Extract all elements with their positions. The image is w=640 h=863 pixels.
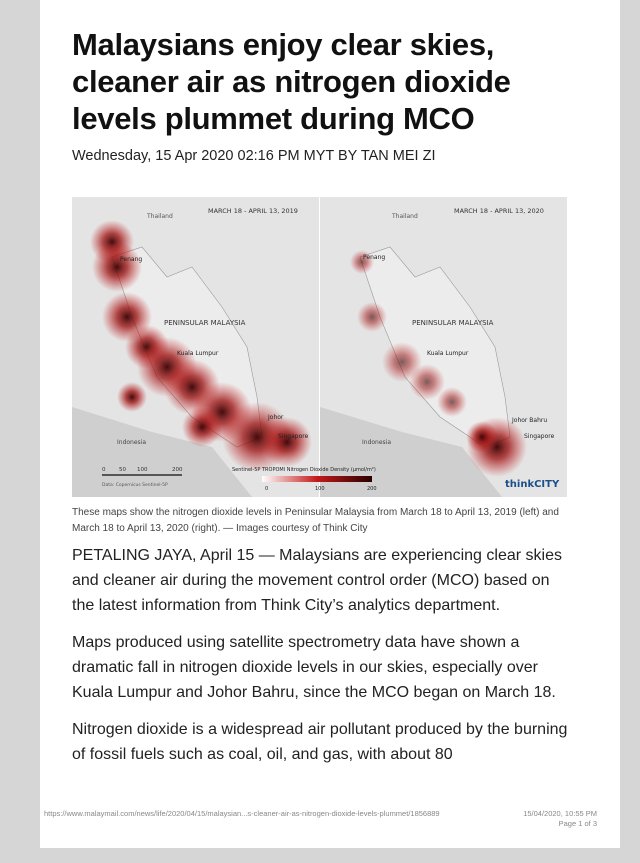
scale-label: 200 — [172, 467, 183, 473]
footer-date: 15/04/2020, 10:55 PM — [523, 809, 597, 818]
paragraph: PETALING JAYA, April 15 — Malaysians are… — [72, 547, 562, 614]
map-image: Thailand MARCH 18 - APRIL 13, 2019 Penan… — [72, 197, 567, 497]
scale-label: 0 — [102, 467, 106, 473]
map-label: Kuala Lumpur — [177, 350, 219, 357]
legend-tick: 200 — [367, 486, 377, 492]
footer-url: https://www.malaymail.com/news/life/2020… — [44, 809, 440, 818]
map-label: Johor Bahru — [511, 417, 547, 424]
footer-page: Page 1 of 3 — [558, 819, 597, 828]
map-label: Penang — [363, 254, 385, 261]
brand: thinkCITY — [505, 479, 560, 490]
source: Data: Copernicus Sentinel-5P — [102, 482, 168, 488]
legend-tick: 100 — [315, 486, 325, 492]
map-label: Johor — [267, 414, 284, 421]
right-panel: Thailand MARCH 18 - APRIL 13, 2020 Penan… — [320, 197, 567, 497]
article-title: Malaysians enjoy clear skies, cleaner ai… — [72, 27, 511, 136]
map-label: Thailand — [146, 213, 173, 220]
map-label: Singapore — [278, 433, 309, 440]
map-date: MARCH 18 - APRIL 13, 2020 — [454, 207, 544, 215]
legend-title: Sentinel-5P TROPOMI Nitrogen Dioxide Den… — [232, 467, 376, 473]
map-label: Kuala Lumpur — [427, 350, 469, 357]
map-label: Indonesia — [362, 439, 391, 446]
scale-label: 100 — [137, 467, 148, 473]
caption: These maps show the nitrogen dioxide lev… — [72, 507, 559, 534]
byline: Wednesday, 15 Apr 2020 02:16 PM MYT BY T… — [72, 148, 436, 164]
map-label: Singapore — [524, 433, 555, 440]
map-label: Penang — [120, 256, 142, 263]
left-panel: Thailand MARCH 18 - APRIL 13, 2019 Penan… — [72, 197, 319, 497]
map-label: Thailand — [391, 213, 418, 220]
map-label: PENINSULAR MALAYSIA — [164, 319, 246, 327]
scale-label: 50 — [119, 467, 126, 473]
footer-info: 15/04/2020, 10:55 PM Page 1 of 3 — [523, 809, 597, 829]
paragraph: Nitrogen dioxide is a widespread air pol… — [72, 721, 568, 763]
legend-tick: 0 — [265, 486, 268, 492]
paragraph: Maps produced using satellite spectromet… — [72, 634, 556, 701]
map-label: Indonesia — [117, 439, 146, 446]
map-label: PENINSULAR MALAYSIA — [412, 319, 494, 327]
map-date: MARCH 18 - APRIL 13, 2019 — [208, 207, 298, 215]
